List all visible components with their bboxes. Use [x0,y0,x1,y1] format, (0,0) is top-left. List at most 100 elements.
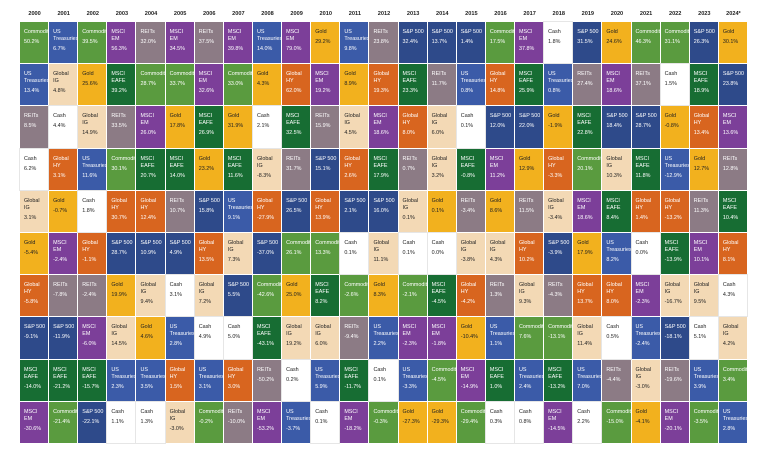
return-value: 22.0% [519,123,535,130]
asset-class-label: Global IG [344,113,360,127]
asset-class-label: S&P 500 [548,240,570,246]
quilt-cell: MSCI EM 39.8% [223,22,252,64]
return-value: 9.8% [344,46,357,52]
year-header: 2023 [698,11,711,17]
return-value: 8.9% [344,81,357,88]
return-value: -42.6% [256,292,275,299]
quilt-cell: Cash 0.2% [281,358,312,402]
asset-class-label: Cash [315,408,328,415]
quilt-cell: Global HY 3.0% [223,359,252,401]
quilt-cell: MSCI EAFE 14.0% [165,148,194,190]
quilt-cell: REITs 31.7% [282,148,311,190]
quilt-cell: MSCI EAFE -15.7% [78,359,107,401]
quilt-cell: MSCI EM -20.1% [660,401,689,443]
asset-class-label: Global IG [111,324,127,338]
quilt-cell: S&P 500 -22.1% [78,401,107,443]
return-value: 39.5% [82,39,98,45]
quilt-cell: S&P 500 -3.9% [544,233,573,275]
return-value: 0.1% [402,250,415,256]
quilt-cell: Global IG 0.1% [398,190,427,232]
asset-class-label: US Treasuries [169,324,194,338]
asset-class-label: Global HY [111,197,127,211]
return-value: -4.1% [635,418,650,425]
quilt-cell: S&P 500 26.5% [282,190,311,232]
quilt-cell: Commodities 46.3% [631,22,660,64]
return-value: 0.1% [460,123,474,130]
return-value: 32.5% [286,130,302,137]
return-value: 33.5% [111,123,127,130]
asset-class-label: MSCI EM [24,408,38,422]
asset-class-label: Commodities [140,71,165,78]
asset-class-label: Global IG [693,282,710,296]
return-value: 8.2% [606,257,619,263]
asset-class-label: S&P 500 [53,324,75,331]
asset-class-label: S&P 500 [693,29,715,35]
return-value: -0.8% [460,172,475,179]
return-value: 7.0% [577,383,590,390]
return-value: 16.0% [373,207,389,214]
quilt-cell: S&P 500 4.9% [165,233,194,275]
quilt-cell: Global HY -27.9% [252,190,282,232]
asset-class-label: Global IG [606,155,622,169]
quilt-cell: REITs -3.4% [456,190,485,232]
year-header: 2005 [173,11,187,17]
quilt-cell: Gold -29.3% [427,401,456,443]
return-value: -12.9% [664,172,682,179]
return-value: 1.1% [111,418,124,425]
return-value: -53.2% [256,425,275,432]
asset-class-label: MSCI EM [111,29,125,42]
quilt-cell: Cash 3.1% [164,274,195,318]
quilt-cell: Cash 6.2% [18,147,50,191]
asset-class-label: Global HY [606,282,622,296]
asset-class-label: MSCI EM [635,282,649,296]
return-value: 9.4% [140,299,153,306]
quilt-cell: MSCI EAFE 26.9% [194,106,223,148]
return-value: -1.9% [548,123,563,130]
return-value: 18.6% [577,214,593,221]
asset-class-label: Gold [431,408,444,415]
asset-class-label: Global HY [227,366,244,380]
return-value: 10.9% [140,250,156,256]
asset-class-label: Global HY [693,113,710,127]
return-value: 23.2% [198,165,215,172]
return-value: 19.3% [373,88,389,95]
return-value: 37.1% [635,81,651,88]
asset-class-label: Cash [344,240,357,246]
asset-class-label: Commodities [198,408,223,415]
return-value: 13.6% [722,130,739,137]
asset-class-label: Cash [431,240,445,246]
return-value: -3.8% [460,257,475,263]
quilt-cell: Cash 2.2% [572,400,603,444]
quilt-cell: Commodities 17.5% [485,22,515,64]
quilt-cell: MSCI EAFE 20.7% [136,148,165,190]
return-value: 12.0% [489,123,506,130]
return-value: 0.1% [431,207,444,214]
return-value: 14.0% [256,46,273,52]
quilt-cell: Gold 8.3% [369,275,398,317]
quilt-cell: US Treasuries 13.4% [20,64,49,106]
return-value: -3.4% [460,207,475,214]
quilt-cell: Commodities 13.3% [311,233,340,275]
return-value: 1.4% [635,214,648,221]
return-value: 14.0% [169,172,185,179]
return-value: 9.1% [227,214,241,221]
return-value: -15.7% [82,383,100,390]
quilt-cell: MSCI EM -2.3% [398,317,427,359]
return-value: 3.1% [24,214,37,221]
quilt-cell: US Treasuries 7.0% [573,359,602,401]
asset-class-label: MSCI EM [140,113,154,127]
quilt-cell: MSCI EAFE 8.2% [311,275,340,317]
asset-class-label: Global IG [431,155,448,169]
asset-class-label: Global IG [402,197,419,211]
quilt-cell: REITs 15.9% [311,106,340,148]
quilt-cell: MSCI EAFE 11.6% [223,148,252,190]
return-value: 31.9% [227,123,244,130]
quilt-cell: S&P 500 -18.1% [660,317,689,359]
year-header: 2004 [144,11,158,17]
return-value: 3.4% [722,376,736,383]
asset-class-label: S&P 500 [111,240,133,246]
return-value: -9.4% [344,334,359,341]
return-value: 4.2% [722,341,736,348]
quilt-cell: Global HY 8.0% [602,275,631,317]
quilt-cell: Global IG -3.4% [544,190,573,232]
